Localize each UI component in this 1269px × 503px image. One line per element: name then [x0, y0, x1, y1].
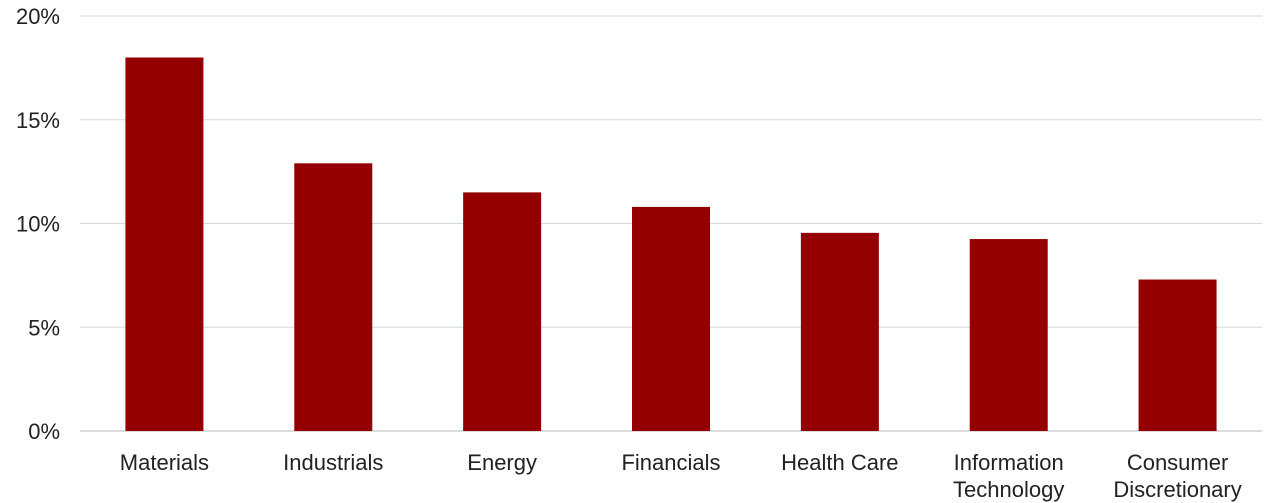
x-category-label: Industrials: [283, 450, 383, 475]
bar: [463, 192, 542, 431]
x-category-label: Information Technology: [953, 450, 1064, 502]
y-axis-tick-labels: 0% 5% 10% 15% 20%: [16, 4, 60, 444]
bars: [125, 57, 1217, 431]
y-tick-label: 5%: [28, 315, 60, 340]
x-axis-category-labels: Materials Industrials Energy Financials Heal…: [120, 450, 1242, 502]
bar: [294, 163, 373, 431]
bar: [632, 206, 710, 431]
bar: [969, 239, 1048, 431]
y-tick-label: 20%: [16, 4, 60, 29]
y-tick-label: 0%: [28, 419, 60, 444]
x-category-label: Consumer Discretionary: [1113, 450, 1241, 502]
x-category-label: Materials: [120, 450, 209, 475]
x-category-label: Health Care: [781, 450, 898, 475]
bar: [125, 57, 204, 431]
y-tick-label: 10%: [16, 212, 60, 237]
bar: [1138, 279, 1217, 431]
x-category-label: Financials: [621, 450, 720, 475]
x-category-label: Energy: [467, 450, 537, 475]
bar: [800, 232, 879, 431]
y-tick-label: 15%: [16, 108, 60, 133]
